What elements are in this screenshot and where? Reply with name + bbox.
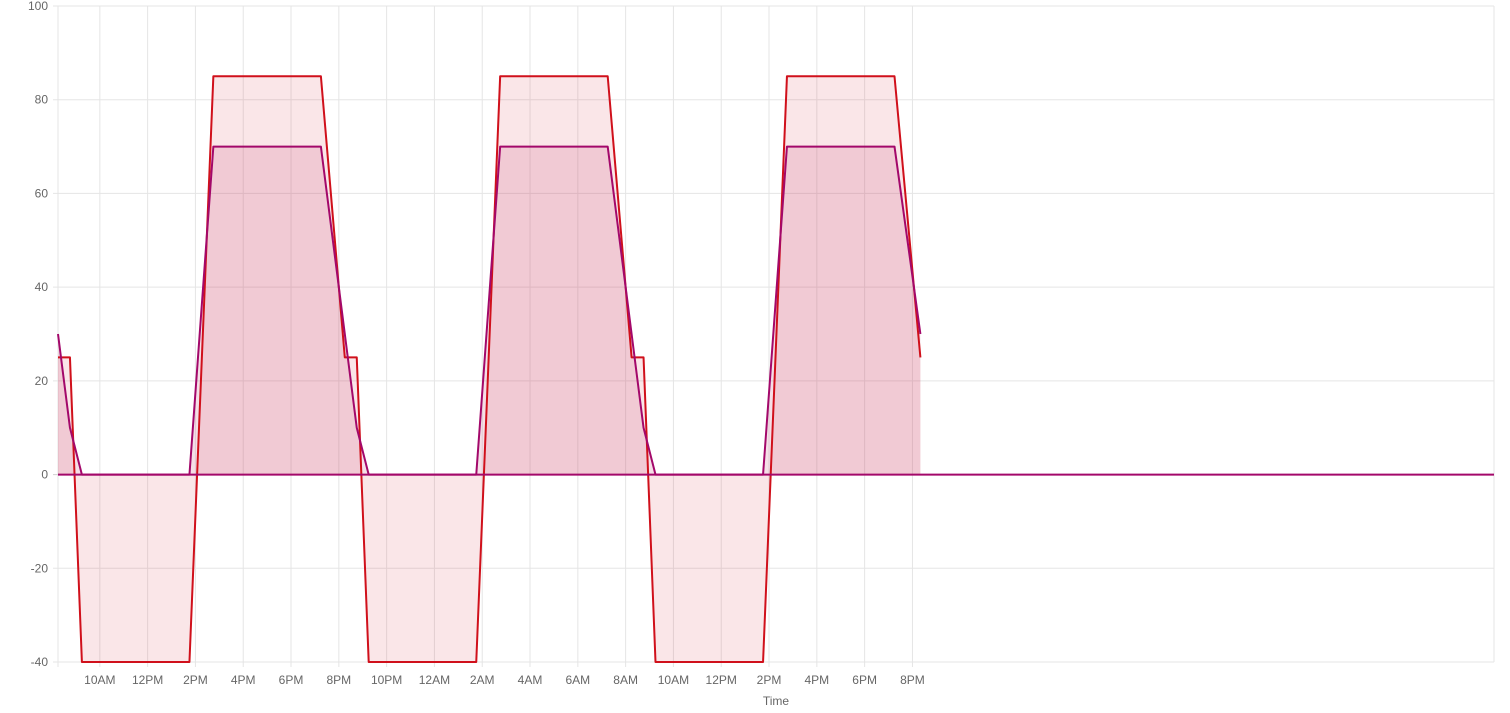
y-tick-label: 60 xyxy=(35,186,49,200)
x-tick-label: 10AM xyxy=(84,673,115,687)
y-tick-label: 100 xyxy=(28,0,48,13)
y-axis-ticks: 100 80 60 40 20 0 -20 -40 xyxy=(28,0,48,669)
x-tick-label: 10AM xyxy=(658,673,689,687)
x-tick-label: 4AM xyxy=(518,673,543,687)
x-tick-label: 6AM xyxy=(565,673,590,687)
y-tick-label: -40 xyxy=(31,655,49,669)
x-axis-title: Time xyxy=(763,694,790,708)
x-tick-label: 4PM xyxy=(231,673,256,687)
y-tick-label: 80 xyxy=(35,93,49,107)
series-1-line xyxy=(58,75,922,663)
series-lines xyxy=(57,75,1494,663)
y-tick-label: 40 xyxy=(35,280,49,294)
x-tick-label: 4PM xyxy=(804,673,829,687)
x-tick-label: 8PM xyxy=(326,673,351,687)
y-tick-label: -20 xyxy=(31,561,49,575)
x-tick-label: 2AM xyxy=(470,673,495,687)
y-tick-label: 0 xyxy=(41,468,48,482)
x-tick-label: 8AM xyxy=(613,673,638,687)
x-tick-label: 10PM xyxy=(371,673,402,687)
x-tick-label: 6PM xyxy=(852,673,877,687)
x-tick-label: 2PM xyxy=(183,673,208,687)
x-tick-label: 8PM xyxy=(900,673,925,687)
x-tick-label: 6PM xyxy=(279,673,304,687)
y-tick-label: 20 xyxy=(35,374,49,388)
x-tick-label: 2PM xyxy=(757,673,782,687)
x-tick-label: 12AM xyxy=(419,673,450,687)
x-axis-ticks: 10AM 12PM 2PM 4PM 6PM 8PM 10PM 12AM 2AM 4AM 6AM 8AM… xyxy=(84,673,925,687)
x-tick-label: 12PM xyxy=(132,673,163,687)
x-tick-label: 12PM xyxy=(706,673,737,687)
